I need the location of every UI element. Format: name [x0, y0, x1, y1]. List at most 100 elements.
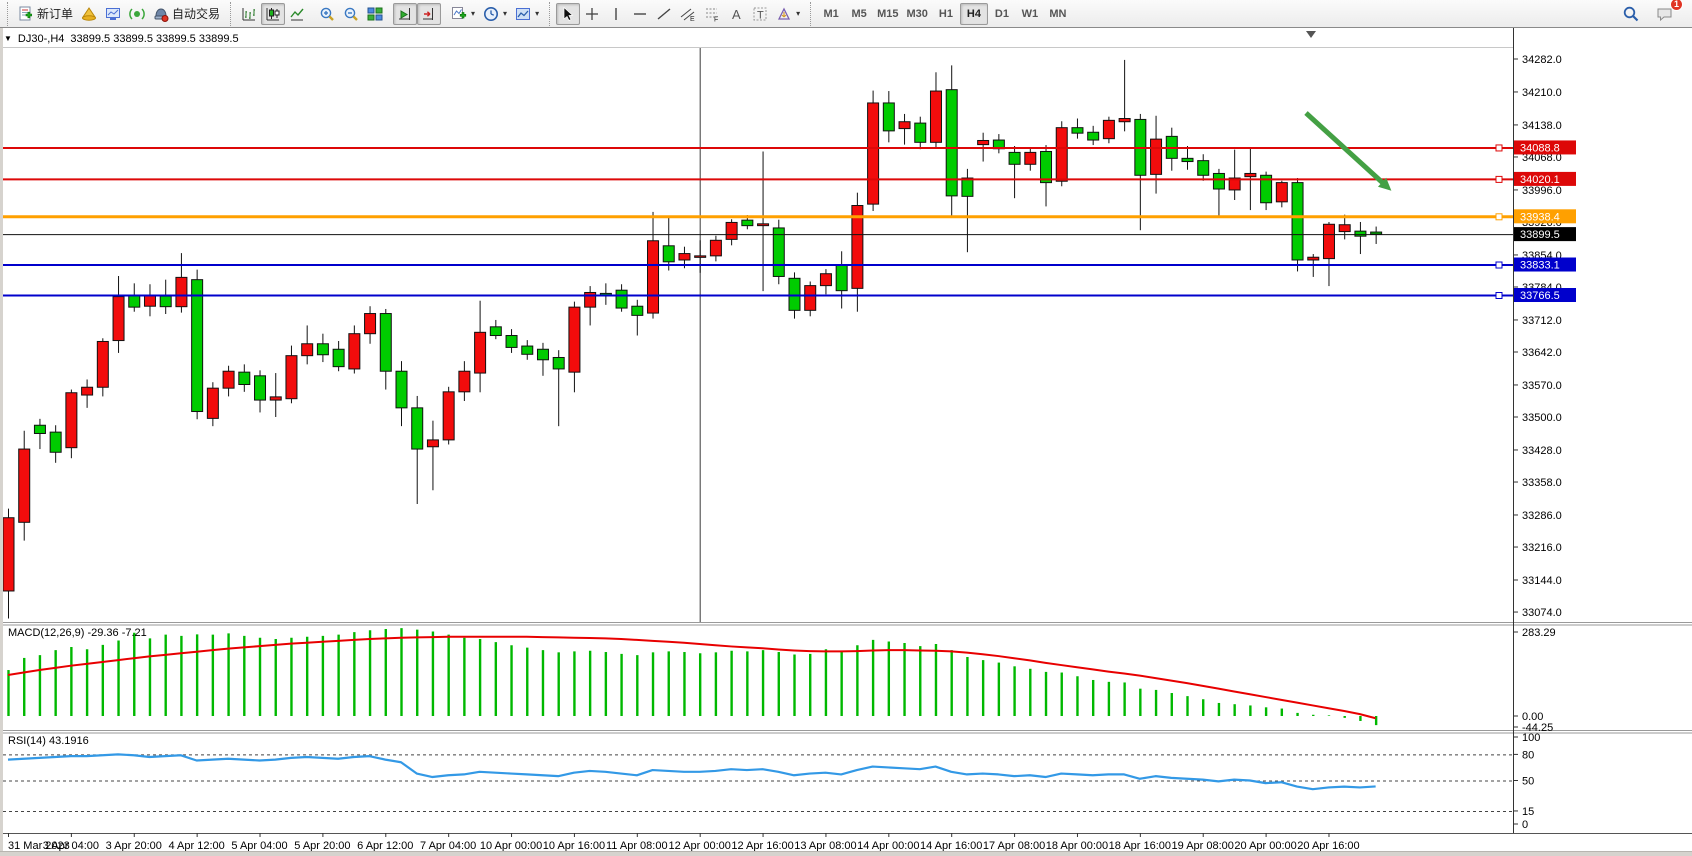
timeframe-button-m1[interactable]: M1 — [823, 7, 839, 20]
periods-button[interactable]: ▾ — [479, 3, 511, 25]
timeframe-button-h1[interactable]: H1 — [938, 7, 953, 20]
candle-chart-button[interactable] — [261, 2, 286, 25]
chart-shift-marker[interactable] — [1306, 31, 1316, 38]
autoscroll-icon — [397, 6, 413, 22]
svg-text:3 Apr 20:00: 3 Apr 20:00 — [106, 840, 162, 852]
svg-text:33144.0: 33144.0 — [1522, 575, 1562, 587]
line-handle[interactable] — [1495, 175, 1503, 183]
line-handle[interactable] — [1495, 144, 1503, 152]
svg-text:0.00: 0.00 — [1522, 711, 1543, 723]
zoom-in-button[interactable] — [315, 3, 339, 25]
svg-text:4 Apr 12:00: 4 Apr 12:00 — [168, 840, 224, 852]
timeframe-button-m15[interactable]: M15 — [877, 7, 899, 20]
svg-text:50: 50 — [1522, 776, 1534, 788]
svg-text:283.29: 283.29 — [1522, 627, 1556, 639]
svg-text:T: T — [757, 9, 764, 21]
line-handle[interactable] — [1495, 261, 1503, 269]
fibo-button[interactable]: F — [700, 3, 724, 25]
chart-symbol-period: DJ30-,H4 — [17, 32, 65, 45]
zoom-out-button[interactable] — [339, 3, 363, 25]
hline-button[interactable] — [628, 3, 652, 25]
svg-text:33570.0: 33570.0 — [1522, 380, 1562, 392]
arrows-icon — [776, 6, 792, 22]
chat-button[interactable]: 1 — [1652, 0, 1683, 25]
search-button[interactable] — [1618, 3, 1644, 25]
text-a-icon: A — [728, 6, 744, 22]
svg-text:18 Apr 00:00: 18 Apr 00:00 — [1046, 840, 1108, 852]
indicators-button-caret-icon[interactable]: ▾ — [471, 9, 476, 18]
svg-text:33358.0: 33358.0 — [1522, 477, 1562, 489]
timeframe-button-h4[interactable]: H4 — [959, 2, 988, 25]
trendline-icon — [656, 6, 672, 22]
zoom-in-icon — [319, 6, 335, 22]
label-button[interactable]: T — [748, 3, 772, 25]
rsi-label: RSI(14) 43.1916 — [8, 735, 89, 747]
templates-button-caret-icon[interactable]: ▾ — [535, 9, 540, 18]
vline-button[interactable] — [604, 3, 628, 25]
svg-text:17 Apr 08:00: 17 Apr 08:00 — [983, 840, 1045, 852]
svg-text:18 Apr 16:00: 18 Apr 16:00 — [1109, 840, 1171, 852]
cursor-button[interactable] — [556, 2, 581, 25]
auto-scroll-button[interactable] — [393, 2, 418, 25]
channel-button[interactable]: E — [676, 3, 700, 25]
svg-text:20 Apr 00:00: 20 Apr 00:00 — [1234, 840, 1296, 852]
cursor-icon — [560, 6, 576, 22]
crosshair-button[interactable] — [580, 3, 604, 25]
autotrading-button[interactable]: 自动交易 — [149, 3, 224, 25]
line-handle[interactable] — [1495, 292, 1503, 300]
line-handle[interactable] — [1495, 213, 1503, 221]
trend-arrow-object[interactable] — [1304, 111, 1392, 191]
chart-ohlc-values: 33899.5 33899.5 33899.5 33899.5 — [70, 32, 239, 45]
arrows-button[interactable]: ▾ — [772, 3, 804, 25]
svg-text:80: 80 — [1522, 749, 1534, 761]
chart-dropdown-icon[interactable]: ▼ — [4, 34, 12, 43]
svg-text:34282.0: 34282.0 — [1522, 54, 1562, 66]
price-axis[interactable]: 34282.034210.034138.034068.033996.033926… — [1513, 54, 1576, 619]
svg-text:5 Apr 04:00: 5 Apr 04:00 — [231, 840, 287, 852]
label-t-icon: T — [752, 6, 768, 22]
bar-chart-button[interactable] — [237, 3, 261, 25]
svg-text:34020.1: 34020.1 — [1520, 174, 1560, 186]
new-order-button-label: 新订单 — [37, 7, 74, 21]
search-icon — [1622, 5, 1640, 23]
chart-shift-button[interactable] — [417, 2, 442, 25]
indicators-button[interactable]: ▾ — [447, 3, 479, 25]
timeframe-button-w1[interactable]: W1 — [1021, 7, 1039, 20]
doc-plus-icon — [18, 6, 34, 22]
community-button[interactable] — [125, 3, 149, 25]
rsi-panel[interactable]: 100 80 50 150 — [3, 732, 1540, 831]
templates-button[interactable]: ▾ — [511, 3, 543, 25]
timeframe-button-m30[interactable]: M30 — [906, 7, 928, 20]
arrows-button-caret-icon[interactable]: ▾ — [796, 9, 801, 18]
indicator-add-icon — [451, 6, 467, 22]
svg-text:13 Apr 08:00: 13 Apr 08:00 — [794, 840, 856, 852]
timeframe-button-m5[interactable]: M5 — [851, 7, 867, 20]
svg-text:33216.0: 33216.0 — [1522, 542, 1562, 554]
periods-button-caret-icon[interactable]: ▾ — [503, 9, 508, 18]
svg-text:34210.0: 34210.0 — [1522, 87, 1562, 99]
new-order-button[interactable]: 新订单 — [14, 3, 77, 25]
svg-text:33938.4: 33938.4 — [1520, 211, 1560, 223]
market-watch-button[interactable] — [77, 3, 101, 25]
timeframe-button-d1[interactable]: D1 — [994, 7, 1009, 20]
line-chart-button[interactable] — [285, 3, 309, 25]
toolbar-right-group: 1 — [1618, 0, 1688, 25]
gold-icon — [81, 6, 97, 22]
text-button[interactable]: A — [724, 3, 748, 25]
svg-text:7 Apr 04:00: 7 Apr 04:00 — [420, 840, 476, 852]
toolbar-group: M1 M5 M15 M30 H1 H4 D1 W1 MN — [810, 1, 1075, 26]
svg-text:34088.8: 34088.8 — [1520, 142, 1560, 154]
crosshair-icon — [584, 6, 600, 22]
macd-panel[interactable]: 283.29 0.00-44.25 — [7, 627, 1556, 734]
svg-text:-44.25: -44.25 — [1522, 722, 1553, 734]
signal-icon — [129, 6, 145, 22]
chart-windows-button[interactable] — [101, 3, 125, 25]
macd-label: MACD(12,26,9) -29.36 -7.21 — [8, 627, 147, 639]
trendline-button[interactable] — [652, 3, 676, 25]
tile-windows-button[interactable] — [363, 3, 387, 25]
vline-icon — [608, 6, 624, 22]
timeframe-button-mn[interactable]: MN — [1049, 7, 1067, 20]
toolbar-group — [230, 1, 312, 26]
